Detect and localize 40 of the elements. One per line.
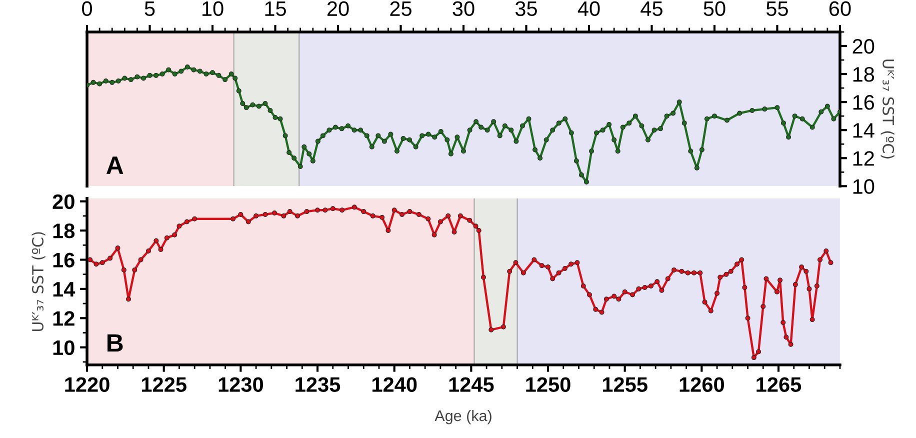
- y-tick-label: 20: [852, 38, 874, 54]
- y-tick-label: 12: [53, 311, 74, 326]
- x-tick-label: 20: [327, 1, 349, 16]
- y-tick-label: 10: [53, 340, 74, 356]
- x-tick-label: 1265: [756, 377, 802, 392]
- x-tick-label: 10: [202, 1, 224, 16]
- x-tick-label: 1255: [602, 377, 648, 392]
- y-axis-title: Uᴷ′₃₇ SST (ºC): [880, 60, 894, 158]
- x-tick-label: 0: [82, 1, 92, 16]
- x-tick-label: 45: [640, 2, 662, 16]
- x-tick-label: 40: [578, 1, 600, 16]
- y-tick-label: 16: [853, 95, 874, 110]
- y-tick-label: 16: [53, 252, 74, 268]
- x-tick-label: 1225: [142, 377, 186, 392]
- x-tick-label: 25: [390, 1, 412, 16]
- x-tick-label: 50: [704, 1, 726, 16]
- x-tick-label: 1250: [526, 377, 570, 392]
- x-tick-label: 1220: [65, 377, 110, 392]
- y-axis-title: Uᴷ′₃₇ SST (ºC): [32, 232, 46, 332]
- annotation: A: [106, 156, 124, 174]
- y-tick-label: 12: [853, 151, 874, 166]
- y-tick-label: 20: [52, 194, 74, 210]
- x-tick-label: 1245: [449, 377, 494, 392]
- x-tick-label: 5: [144, 2, 155, 16]
- x-tick-label: 15: [265, 2, 286, 16]
- x-tick-label: 1230: [218, 377, 264, 392]
- y-tick-label: 18: [53, 224, 75, 238]
- x-tick-label: 1260: [680, 377, 724, 392]
- x-tick-label: 1240: [372, 377, 417, 392]
- x-tick-label: 35: [515, 1, 537, 16]
- x-tick-label: 60: [829, 1, 851, 16]
- y-tick-label: 14: [53, 282, 76, 296]
- y-tick-label: 10: [853, 179, 874, 194]
- y-tick-label: 18: [853, 67, 874, 82]
- x-tick-label: 1235: [296, 377, 340, 392]
- annotation: B: [108, 334, 123, 352]
- x-tick-label: 55: [766, 2, 788, 16]
- x-axis-title: Age (ka): [434, 410, 492, 424]
- y-tick-label: 14: [853, 123, 874, 138]
- x-tick-label: 30: [452, 1, 474, 16]
